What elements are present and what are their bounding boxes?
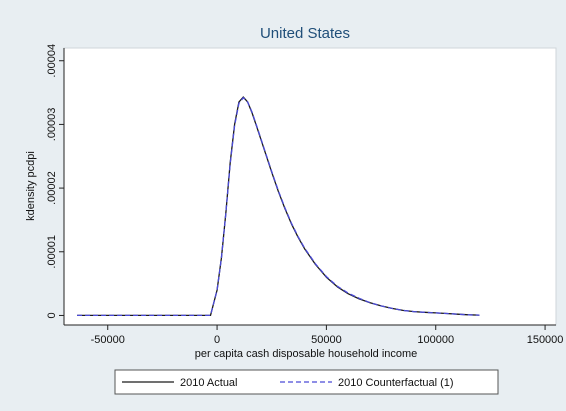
y-tick-label: .00003 (46, 108, 58, 142)
legend-label-actual: 2010 Actual (180, 377, 238, 389)
x-axis-label: per capita cash disposable household inc… (195, 348, 418, 360)
y-axis-ticks: 0 .00001 .00002 .00003 .00004 (46, 44, 64, 319)
x-tick-label: 50000 (311, 334, 342, 346)
y-tick-label: .00004 (46, 44, 58, 78)
density-lines (77, 96, 480, 317)
legend-label-counterfactual: 2010 Counterfactual (1) (338, 377, 454, 389)
y-tick-label: .00002 (46, 171, 58, 205)
x-axis-ticks: -50000 0 50000 100000 150000 (91, 325, 564, 346)
x-tick-label: 150000 (527, 334, 564, 346)
plot-area (63, 47, 557, 326)
x-tick-label: 0 (214, 334, 220, 346)
x-tick-label: 100000 (417, 334, 454, 346)
legend: 2010 Actual 2010 Counterfactual (1) (114, 369, 499, 395)
series-line-counterfactual (77, 97, 480, 317)
x-tick-label: -50000 (91, 334, 125, 346)
y-tick-label: .00001 (46, 235, 58, 269)
chart-title: United States (260, 25, 350, 42)
y-tick-label: 0 (46, 312, 58, 318)
y-axis-label: kdensity pcdpi (25, 151, 37, 221)
